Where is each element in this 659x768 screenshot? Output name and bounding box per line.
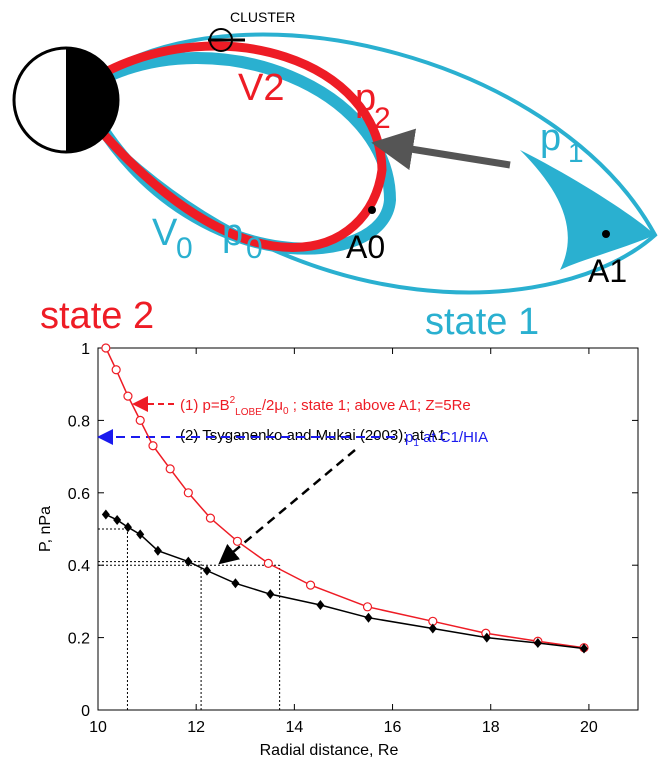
- point: [123, 391, 133, 401]
- y-tick-label: 0.6: [68, 486, 90, 503]
- label: p: [355, 77, 376, 119]
- label: A1: [588, 253, 627, 289]
- point: [184, 556, 193, 567]
- point: [183, 488, 193, 498]
- point: [205, 513, 216, 523]
- annotation-part: 0: [283, 406, 289, 417]
- point: [101, 343, 111, 353]
- shift-arrow: [371, 128, 511, 171]
- x-tick-label: 12: [187, 719, 205, 736]
- x-tick-label: 10: [89, 719, 107, 736]
- diagram: CLUSTER V2 p 2 p 1 V 0 p 0 A0 A1 state 2…: [12, 9, 658, 343]
- x-tick-label: 14: [285, 719, 303, 736]
- annotation: p1 at C1/HIA: [405, 429, 488, 449]
- series-line: [105, 347, 585, 649]
- label: 0: [176, 232, 193, 265]
- annotation: (1) p=B2LOBE/2μ0 ; state 1; above A1; Z=…: [180, 395, 471, 418]
- label: state 2: [40, 295, 154, 337]
- annotation-arrow: [218, 449, 356, 565]
- label: 2: [374, 102, 391, 135]
- point: [362, 602, 373, 612]
- a1-point: [602, 230, 610, 238]
- red-field-line: [96, 41, 387, 252]
- y-tick-label: 0: [81, 703, 90, 720]
- point: [135, 415, 145, 425]
- point: [482, 632, 491, 643]
- annotation-part: /2μ: [262, 397, 283, 414]
- label: CLUSTER: [230, 9, 295, 25]
- label: p: [540, 117, 561, 159]
- x-axis-label: Radial distance, Re: [260, 742, 399, 759]
- x-tick-label: 18: [482, 719, 500, 736]
- y-tick-label: 0.2: [68, 631, 90, 648]
- x-tick-label: 20: [580, 719, 598, 736]
- point: [232, 536, 243, 546]
- point: [533, 638, 542, 649]
- point: [165, 464, 175, 474]
- label: p: [222, 212, 243, 254]
- point: [111, 365, 121, 375]
- point: [364, 612, 373, 623]
- point: [202, 565, 211, 576]
- point: [305, 580, 316, 590]
- point: [316, 600, 325, 611]
- outer-flux-tube: [520, 150, 655, 270]
- point: [148, 441, 158, 451]
- annotation-part: ; state 1; above A1; Z=5Re: [289, 397, 471, 414]
- earth-night: [66, 48, 118, 152]
- point: [113, 514, 122, 525]
- y-axis-label: P, nPa: [37, 506, 54, 552]
- annotation: (2) Tsyganenko and Mukai (2003); at A1: [180, 427, 446, 444]
- label: V: [152, 212, 178, 254]
- label: A0: [346, 229, 385, 265]
- label: 0: [246, 232, 263, 265]
- y-tick-label: 1: [81, 341, 90, 358]
- point: [153, 545, 162, 556]
- point: [263, 558, 273, 568]
- label: V2: [238, 67, 284, 109]
- annotation-part: (1) p=B: [180, 397, 230, 414]
- point: [123, 522, 132, 533]
- point: [101, 509, 110, 520]
- x-tick-label: 16: [384, 719, 402, 736]
- annotation-part: at C1/HIA: [419, 429, 488, 446]
- annotation-part: 2: [230, 395, 236, 406]
- annotation-part: p: [405, 429, 413, 446]
- series-line: [105, 513, 585, 650]
- chart: Radial distance, Re P, nPa (1) p=B2LOBE/…: [37, 341, 639, 759]
- y-tick-label: 0.4: [68, 558, 90, 575]
- y-tick-label: 0.8: [68, 413, 90, 430]
- label: 1: [568, 137, 584, 168]
- point: [428, 623, 437, 634]
- point: [266, 589, 275, 600]
- point: [231, 578, 240, 589]
- point: [580, 643, 588, 654]
- point: [136, 529, 145, 540]
- label: state 1: [425, 301, 539, 343]
- a0-point: [368, 206, 376, 214]
- annotation-part: 1: [413, 438, 419, 449]
- annotation-part: LOBE: [235, 407, 262, 418]
- outer-field-line: [98, 32, 658, 295]
